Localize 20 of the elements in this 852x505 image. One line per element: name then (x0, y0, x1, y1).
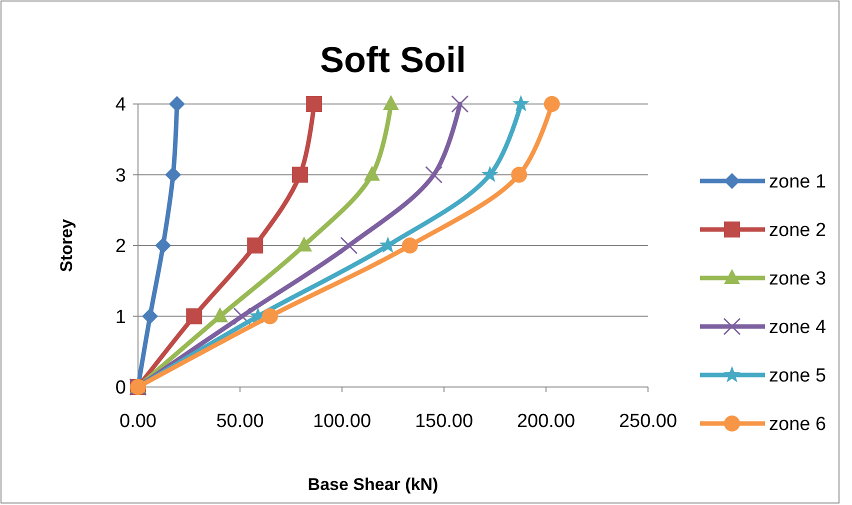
chart-title: Soft Soil (320, 39, 466, 80)
x-tick-label: 0.00 (120, 411, 156, 432)
x-tick-label: 150.00 (414, 411, 474, 432)
y-tick-label: 4 (115, 94, 126, 116)
x-tick-label: 250.00 (618, 411, 678, 432)
legend-label: zone 3 (769, 268, 826, 290)
x-tick-label: 50.00 (216, 411, 264, 432)
y-tick-label: 3 (115, 165, 126, 186)
y-tick-label: 1 (115, 306, 126, 328)
x-tick-label: 200.00 (516, 411, 576, 432)
legend-label: zone 1 (769, 172, 826, 193)
legend-label: zone 6 (769, 414, 826, 436)
legend-label: zone 5 (769, 366, 826, 387)
y-tick-label: 0 (115, 378, 126, 399)
y-axis-title: Storey (57, 218, 76, 272)
x-tick-label: 100.00 (312, 411, 372, 432)
y-tick-label: 2 (115, 236, 126, 258)
x-axis-title: Base Shear (kN) (308, 475, 438, 494)
legend-label: zone 4 (769, 317, 826, 338)
legend-label: zone 2 (769, 220, 826, 242)
